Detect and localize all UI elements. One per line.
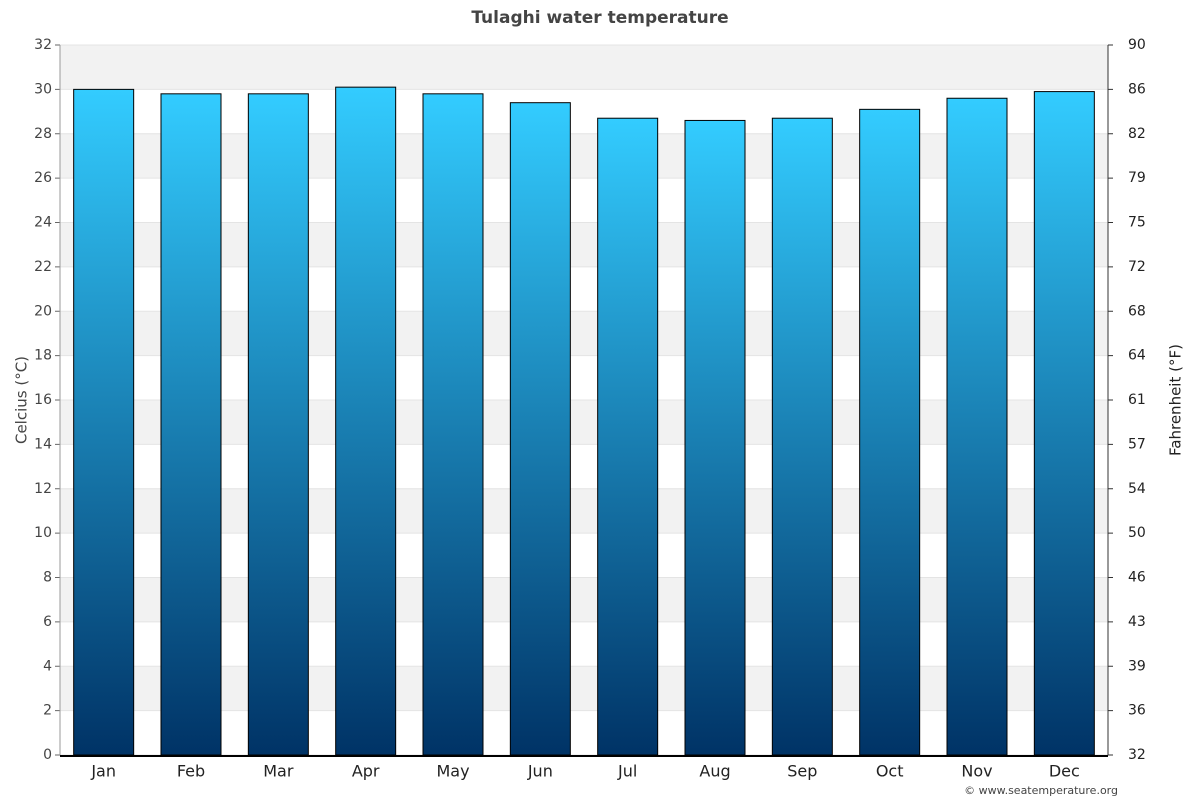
y-tick-label: 0 <box>43 747 52 763</box>
bar <box>684 119 746 756</box>
band <box>60 488 1108 534</box>
y-tick-label: 30 <box>34 81 52 97</box>
y2-tick-label: 82 <box>1128 126 1146 142</box>
chart-title: Tulaghi water temperature <box>471 8 728 28</box>
band <box>60 666 1108 711</box>
x-tick-label: Oct <box>876 762 904 781</box>
y2-tick-label: 46 <box>1128 570 1146 586</box>
x-tick-label: Apr <box>352 762 380 781</box>
x-tick-label: Dec <box>1049 762 1080 781</box>
y-tick-label: 26 <box>34 170 52 186</box>
bar <box>422 93 484 756</box>
x-tick-label: Sep <box>787 762 817 781</box>
y-axis-label: Celcius (°C) <box>13 356 31 444</box>
y-tick-label: 14 <box>34 436 52 452</box>
y-tick-label: 22 <box>34 259 52 275</box>
y2-tick-label: 86 <box>1128 81 1146 97</box>
x-tick-label: Feb <box>177 762 205 781</box>
band <box>60 45 1108 90</box>
bar <box>946 97 1008 756</box>
bar <box>859 108 921 756</box>
bar <box>771 117 833 756</box>
y-tick-label: 32 <box>34 37 52 53</box>
bar <box>597 117 659 756</box>
y-tick-label: 24 <box>34 215 52 231</box>
y2-tick-label: 61 <box>1128 392 1146 408</box>
y-tick-label: 8 <box>43 570 52 586</box>
y2-tick-label: 64 <box>1128 348 1146 364</box>
y2-tick-label: 90 <box>1128 37 1146 53</box>
y-tick-label: 4 <box>43 658 52 674</box>
x-tick-label: Jul <box>617 762 637 781</box>
y-tick-label: 2 <box>43 703 52 719</box>
y2-tick-label: 79 <box>1128 170 1146 186</box>
bar <box>160 93 222 756</box>
y2-axis-label: Fahrenheit (°F) <box>1167 344 1185 456</box>
y-tick-label: 28 <box>34 126 52 142</box>
y2-tick-label: 54 <box>1128 481 1146 497</box>
x-tick-label: Jan <box>90 762 116 781</box>
bar <box>247 93 309 756</box>
y2-tick-label: 32 <box>1128 747 1146 763</box>
x-tick-label: Aug <box>699 762 730 781</box>
bar <box>335 86 397 756</box>
x-tick-label: Nov <box>961 762 992 781</box>
y2-tick-label: 75 <box>1128 215 1146 231</box>
bar <box>509 102 571 756</box>
band <box>60 222 1108 267</box>
y2-tick-label: 36 <box>1128 703 1146 719</box>
x-tick-label: Jun <box>527 762 553 781</box>
y-tick-label: 12 <box>34 481 52 497</box>
band <box>60 400 1108 445</box>
y-tick-label: 10 <box>34 525 52 541</box>
y-tick-label: 18 <box>34 348 52 364</box>
x-tick-label: Mar <box>263 762 294 781</box>
y-tick-label: 16 <box>34 392 52 408</box>
bar <box>73 88 135 756</box>
band <box>60 311 1108 356</box>
credit: © www.seatemperature.org <box>964 784 1118 797</box>
bar <box>1033 91 1095 756</box>
band <box>60 133 1108 179</box>
y2-tick-label: 57 <box>1128 436 1146 452</box>
y-tick-label: 6 <box>43 614 52 630</box>
y-tick-label: 20 <box>34 303 52 319</box>
y2-tick-label: 50 <box>1128 525 1146 541</box>
y2-tick-label: 39 <box>1128 658 1146 674</box>
band <box>60 577 1108 622</box>
y2-tick-label: 43 <box>1128 614 1146 630</box>
y2-tick-label: 68 <box>1128 303 1146 319</box>
y2-tick-label: 72 <box>1128 259 1146 275</box>
x-tick-label: May <box>436 762 469 781</box>
